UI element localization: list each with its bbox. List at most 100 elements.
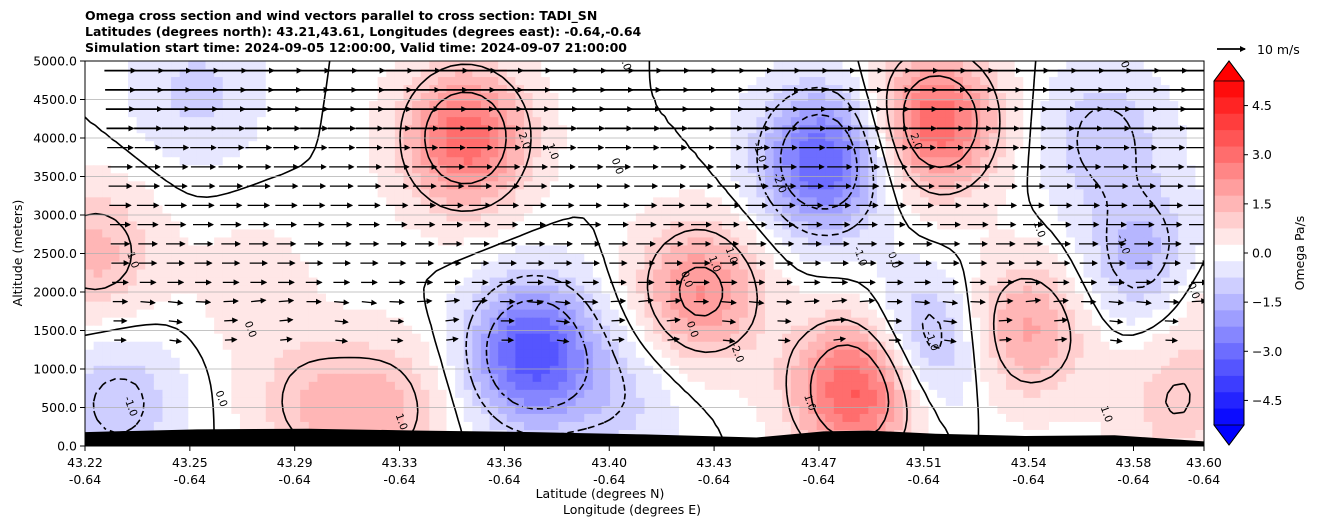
field-cell <box>300 205 310 214</box>
field-cell <box>592 93 603 102</box>
field-cell <box>919 245 930 255</box>
field-cell <box>1092 309 1102 319</box>
field-cell <box>721 229 732 239</box>
field-cell <box>128 61 138 70</box>
field-cell <box>1109 149 1119 158</box>
field-cell <box>928 341 938 351</box>
field-cell <box>739 189 749 198</box>
field-cell <box>842 109 852 118</box>
field-cell <box>274 309 284 319</box>
field-cell <box>162 109 172 118</box>
field-cell <box>171 237 181 247</box>
field-cell <box>300 253 310 263</box>
field-cell <box>102 165 112 174</box>
field-cell <box>265 173 275 182</box>
field-cell <box>188 301 198 311</box>
field-cell <box>222 309 232 319</box>
field-cell <box>515 213 525 223</box>
field-cell <box>532 69 542 78</box>
field-cell <box>480 229 491 239</box>
field-cell <box>326 93 336 102</box>
field-cell <box>377 277 387 287</box>
field-cell <box>463 269 473 279</box>
field-cell <box>1195 221 1204 231</box>
field-cell <box>635 133 646 142</box>
field-cell <box>308 333 319 343</box>
field-cell <box>1049 333 1059 343</box>
field-cell <box>334 317 344 327</box>
field-cell <box>1160 333 1171 343</box>
field-cell <box>136 253 146 263</box>
field-cell <box>902 109 912 118</box>
field-cell <box>463 309 473 319</box>
field-cell <box>334 229 344 239</box>
field-cell <box>110 253 121 263</box>
field-cell <box>369 253 379 263</box>
field-cell <box>274 69 284 78</box>
field-cell <box>446 141 456 150</box>
field-cell <box>300 325 310 335</box>
field-cell <box>747 165 757 174</box>
field-cell <box>472 293 482 303</box>
field-cell <box>515 309 525 319</box>
field-cell <box>1092 301 1102 311</box>
field-cell <box>1049 245 1059 255</box>
field-cell <box>678 173 689 182</box>
field-cell <box>747 141 757 150</box>
field-cell <box>455 157 465 166</box>
field-cell <box>420 357 430 367</box>
field-cell <box>1160 349 1171 359</box>
field-cell <box>1126 269 1136 279</box>
field-cell <box>661 333 671 343</box>
field-cell <box>1031 269 1042 279</box>
field-cell <box>463 301 473 311</box>
field-cell <box>317 253 327 263</box>
field-cell <box>739 173 749 182</box>
field-cell <box>153 101 164 110</box>
field-cell <box>128 325 138 335</box>
field-cell <box>592 117 603 126</box>
field-cell <box>670 349 680 359</box>
field-cell <box>799 237 809 247</box>
field-cell <box>205 221 215 231</box>
field-cell <box>369 69 379 78</box>
field-cell <box>145 349 155 359</box>
field-cell <box>93 253 103 263</box>
field-cell <box>136 325 146 335</box>
field-cell <box>136 309 146 319</box>
field-cell <box>1074 261 1085 271</box>
field-cell <box>85 357 95 367</box>
field-cell <box>851 349 861 359</box>
field-cell <box>334 157 344 166</box>
field-cell <box>369 61 379 70</box>
field-cell <box>386 317 396 327</box>
field-cell <box>446 357 456 367</box>
field-cell <box>868 141 878 150</box>
field-cell <box>1014 117 1024 126</box>
field-cell <box>463 213 473 223</box>
field-cell <box>1049 157 1059 166</box>
field-cell <box>1057 261 1067 271</box>
field-cell <box>1100 285 1110 295</box>
field-cell <box>377 293 387 303</box>
field-cell <box>575 189 585 198</box>
field-cell <box>558 333 568 343</box>
field-cell <box>153 277 164 287</box>
field-cell <box>919 189 930 198</box>
field-cell <box>205 269 215 279</box>
field-cell <box>997 309 1007 319</box>
field-cell <box>954 237 964 247</box>
field-cell <box>782 221 792 231</box>
field-cell <box>704 205 714 214</box>
field-cell <box>653 245 663 255</box>
field-cell <box>515 229 525 239</box>
field-cell <box>765 325 775 335</box>
field-cell <box>644 317 654 327</box>
field-cell <box>274 189 284 198</box>
field-cell <box>369 141 379 150</box>
field-cell <box>119 333 129 343</box>
field-cell <box>498 109 508 118</box>
field-cell <box>1006 301 1016 311</box>
field-cell <box>463 325 473 335</box>
field-cell <box>455 301 465 311</box>
